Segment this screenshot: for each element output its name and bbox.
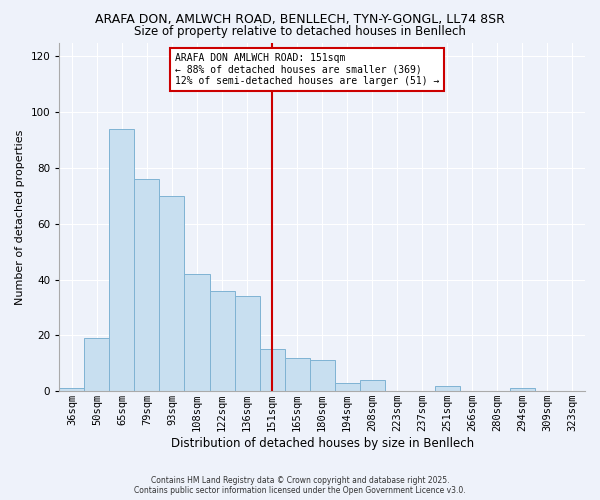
Bar — [360, 380, 385, 391]
Bar — [510, 388, 535, 391]
Bar — [184, 274, 209, 391]
Bar — [59, 388, 85, 391]
Bar — [134, 179, 160, 391]
Bar — [310, 360, 335, 391]
Text: Size of property relative to detached houses in Benllech: Size of property relative to detached ho… — [134, 25, 466, 38]
Bar — [160, 196, 184, 391]
Bar — [209, 291, 235, 391]
Bar — [284, 358, 310, 391]
Bar — [435, 386, 460, 391]
Text: Contains HM Land Registry data © Crown copyright and database right 2025.
Contai: Contains HM Land Registry data © Crown c… — [134, 476, 466, 495]
Bar — [235, 296, 260, 391]
Y-axis label: Number of detached properties: Number of detached properties — [15, 129, 25, 304]
Bar — [260, 350, 284, 391]
Text: ARAFA DON, AMLWCH ROAD, BENLLECH, TYN-Y-GONGL, LL74 8SR: ARAFA DON, AMLWCH ROAD, BENLLECH, TYN-Y-… — [95, 12, 505, 26]
Bar — [335, 383, 360, 391]
Bar — [85, 338, 109, 391]
Text: ARAFA DON AMLWCH ROAD: 151sqm
← 88% of detached houses are smaller (369)
12% of : ARAFA DON AMLWCH ROAD: 151sqm ← 88% of d… — [175, 53, 439, 86]
X-axis label: Distribution of detached houses by size in Benllech: Distribution of detached houses by size … — [170, 437, 474, 450]
Bar — [109, 129, 134, 391]
